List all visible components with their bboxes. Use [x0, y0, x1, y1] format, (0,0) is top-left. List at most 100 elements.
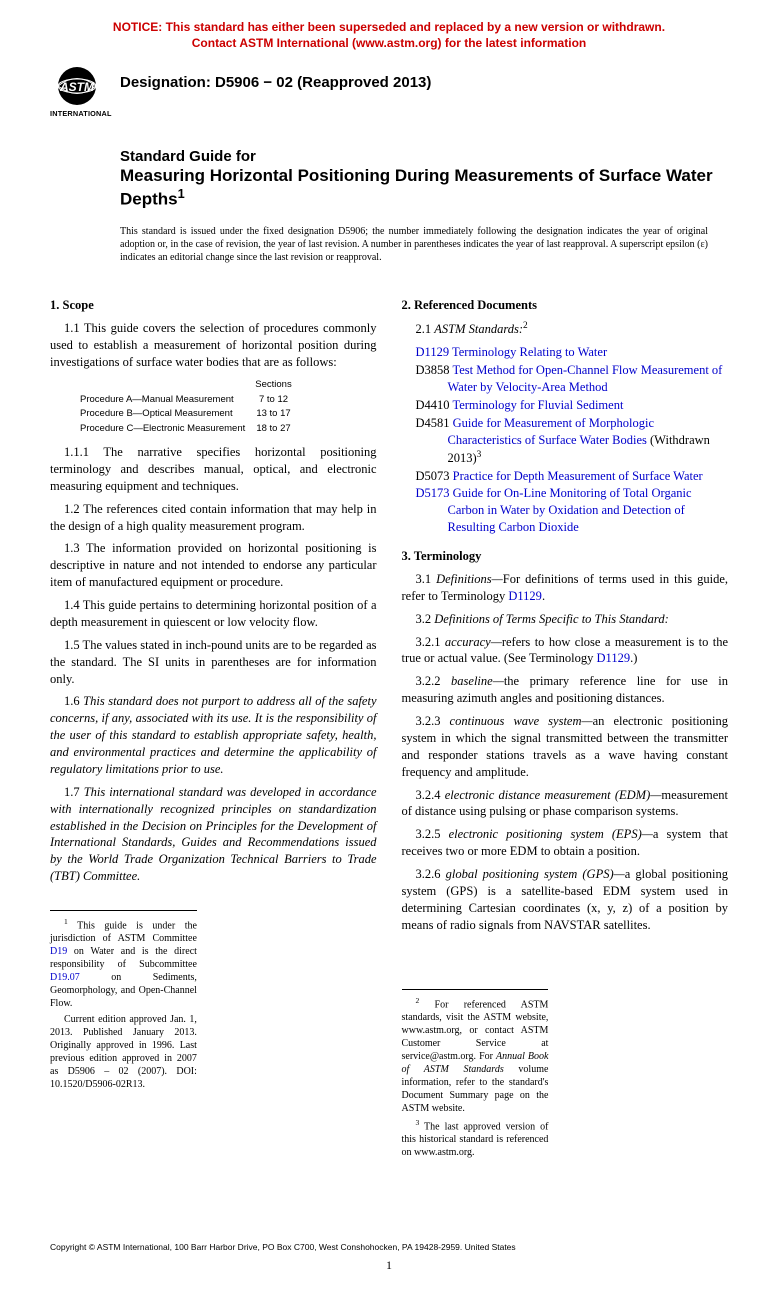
footnote-3: 3 The last approved version of this hist… [402, 1118, 549, 1159]
para-1-1-1: 1.1.1 The narrative specifies horizontal… [50, 444, 377, 495]
para-3-2-1: 3.2.1 accuracy—refers to how close a mea… [402, 634, 729, 668]
para-1-1: 1.1 This guide covers the selection of p… [50, 320, 377, 371]
right-footnotes: 2 For referenced ASTM standards, visit t… [402, 989, 549, 1160]
ref-code[interactable]: D1129 [416, 345, 452, 359]
table-row: Procedure C—Electronic Measurement18 to … [80, 423, 300, 436]
designation-text: Designation: D5906 − 02 (Reapproved 2013… [120, 74, 431, 91]
p321i: accuracy— [445, 635, 502, 649]
copyright-text: Copyright © ASTM International, 100 Barr… [50, 1242, 728, 1252]
ref-code[interactable]: D3858 [416, 363, 453, 377]
p323i: continuous wave system— [450, 714, 593, 728]
p324i: electronic distance measurement (EDM)— [445, 788, 662, 802]
proc-b-label: Procedure B—Optical Measurement [80, 408, 253, 421]
ref-title[interactable]: Test Method for Open-Channel Flow Measur… [448, 363, 723, 394]
astm-logo: ASTM INTERNATIONAL [50, 66, 110, 118]
p3-1-link[interactable]: D1129 [508, 589, 542, 603]
para-1-3: 1.3 The information provided on horizont… [50, 540, 377, 591]
ref-code[interactable]: D5073 [416, 469, 453, 483]
notice-banner: NOTICE: This standard has either been su… [50, 20, 728, 51]
table-row: Procedure A—Manual Measurement7 to 12 [80, 394, 300, 407]
body-columns: 1. Scope 1.1 This guide covers the selec… [50, 289, 728, 1162]
astm-logo-icon: ASTM [50, 66, 105, 108]
notice-line-1: NOTICE: This standard has either been su… [113, 20, 665, 34]
p2-1-ital: ASTM Standards: [434, 322, 523, 336]
fn1-a: This guide is under the jurisdiction of … [50, 920, 197, 944]
footnote-2: 2 For referenced ASTM standards, visit t… [402, 996, 549, 1115]
p3-1-a: 3.1 [416, 572, 437, 586]
proc-a-label: Procedure A—Manual Measurement [80, 394, 253, 407]
title-main: Measuring Horizontal Positioning During … [120, 166, 713, 209]
left-column: 1. Scope 1.1 This guide covers the selec… [50, 289, 377, 1162]
ref-title[interactable]: Practice for Depth Measurement of Surfac… [453, 469, 703, 483]
para-3-2: 3.2 Definitions of Terms Specific to Thi… [402, 611, 729, 628]
para-3-1: 3.1 Definitions—For definitions of terms… [402, 571, 729, 605]
para-1-4: 1.4 This guide pertains to determining h… [50, 597, 377, 631]
footnote-1: 1 This guide is under the jurisdiction o… [50, 917, 197, 1010]
page-number: 1 [50, 1258, 728, 1273]
table-row: Procedure B—Optical Measurement13 to 17 [80, 408, 300, 421]
p3-1-ital: Definitions— [436, 572, 503, 586]
proc-a-range: 7 to 12 [255, 394, 299, 407]
logo-label: INTERNATIONAL [50, 109, 110, 118]
left-footnotes: 1 This guide is under the jurisdiction o… [50, 910, 197, 1091]
title-line-1: Standard Guide for [120, 148, 728, 165]
reference-item: D4410 Terminology for Fluvial Sediment [402, 397, 729, 414]
para-1-6: 1.6 1.6 This standard does not purport t… [50, 693, 377, 777]
p321l[interactable]: D1129 [597, 651, 631, 665]
title-block: Standard Guide for Measuring Horizontal … [120, 148, 728, 210]
para-3-2-5: 3.2.5 electronic positioning system (EPS… [402, 826, 729, 860]
para-2-1: 2.1 ASTM Standards:2 [402, 320, 729, 338]
para-3-2-6: 3.2.6 global positioning system (GPS)—a … [402, 866, 729, 934]
para-1-2: 1.2 The references cited contain informa… [50, 501, 377, 535]
fn1-link-d1907[interactable]: D19.07 [50, 972, 80, 983]
p2-1-label: 2.1 [416, 322, 435, 336]
p324a: 3.2.4 [416, 788, 445, 802]
p325a: 3.2.5 [416, 827, 449, 841]
document-page: NOTICE: This standard has either been su… [0, 0, 778, 1303]
p321c: .) [630, 651, 637, 665]
p326a: 3.2.6 [416, 867, 446, 881]
p321a: 3.2.1 [416, 635, 445, 649]
para-1-5: 1.5 The values stated in inch-pound unit… [50, 637, 377, 688]
section-3-head: 3. Terminology [402, 548, 729, 565]
para-1-7: 1.7 This international standard was deve… [50, 784, 377, 885]
p323a: 3.2.3 [416, 714, 450, 728]
svg-text:ASTM: ASTM [59, 80, 95, 94]
fn3t: The last approved version of this histor… [402, 1121, 549, 1158]
p3-1-c: . [542, 589, 545, 603]
title-line-2: Measuring Horizontal Positioning During … [120, 165, 728, 210]
footnote-1-part2: Current edition approved Jan. 1, 2013. P… [50, 1013, 197, 1091]
references-list: D1129 Terminology Relating to WaterD3858… [402, 344, 729, 536]
proc-head: Sections [255, 379, 299, 392]
right-column: 2. Referenced Documents 2.1 ASTM Standar… [402, 289, 729, 1162]
reference-item: D5073 Practice for Depth Measurement of … [402, 468, 729, 485]
ref-title[interactable]: Terminology for Fluvial Sediment [452, 398, 623, 412]
p326i: global positioning system (GPS)— [446, 867, 625, 881]
p2-1-sup: 2 [523, 321, 528, 331]
reference-item: D1129 Terminology Relating to Water [402, 344, 729, 361]
ref-code[interactable]: D5173 [416, 486, 453, 500]
proc-c-range: 18 to 27 [255, 423, 299, 436]
proc-c-label: Procedure C—Electronic Measurement [80, 423, 253, 436]
ref-sup: 3 [477, 450, 482, 460]
para-3-2-4: 3.2.4 electronic distance measurement (E… [402, 787, 729, 821]
para-3-2-2: 3.2.2 baseline—the primary reference lin… [402, 673, 729, 707]
proc-b-range: 13 to 17 [255, 408, 299, 421]
procedures-table: Sections Procedure A—Manual Measurement7… [78, 377, 302, 438]
header-block: ASTM INTERNATIONAL Designation: D5906 − … [50, 66, 728, 118]
p322i: baseline— [451, 674, 504, 688]
reference-item: D3858 Test Method for Open-Channel Flow … [402, 362, 729, 396]
reference-item: D4581 Guide for Measurement of Morpholog… [402, 415, 729, 467]
ref-code[interactable]: D4410 [416, 398, 453, 412]
ref-title[interactable]: Terminology Relating to Water [452, 345, 607, 359]
title-sup: 1 [178, 186, 185, 201]
para-3-2-3: 3.2.3 continuous wave system—an electron… [402, 713, 729, 781]
p322a: 3.2.2 [416, 674, 452, 688]
ref-code[interactable]: D4581 [416, 416, 453, 430]
issuance-note: This standard is issued under the fixed … [120, 225, 708, 264]
fn1-link-d19[interactable]: D19 [50, 946, 67, 957]
ref-title[interactable]: Guide for On-Line Monitoring of Total Or… [448, 486, 692, 534]
ref-title[interactable]: Guide for Measurement of Morphologic Cha… [448, 416, 655, 447]
section-2-head: 2. Referenced Documents [402, 297, 729, 314]
p325i: electronic positioning system (EPS)— [449, 827, 653, 841]
